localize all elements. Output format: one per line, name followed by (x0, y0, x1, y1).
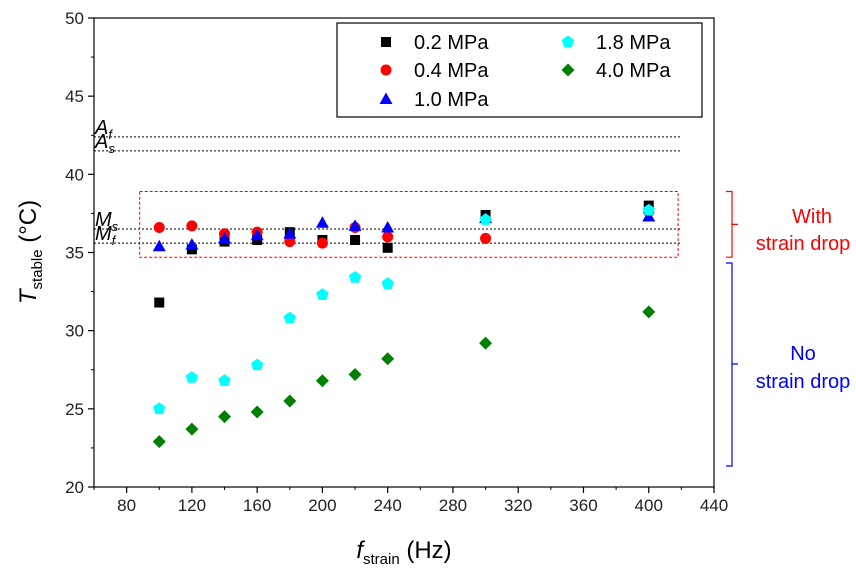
no-strain-drop-line2: strain drop (756, 371, 851, 393)
data-point (381, 352, 395, 366)
data-point (283, 311, 296, 324)
data-point (316, 288, 329, 300)
legend-label: 0.4 MPa (414, 60, 489, 82)
x-tick-label: 160 (243, 496, 271, 515)
data-point (251, 358, 264, 371)
x-tick-label: 320 (504, 496, 532, 515)
with-strain-drop-bracket (726, 190, 738, 258)
y-tick-label: 35 (65, 244, 84, 263)
legend: 0.2 MPa 0.4 MPa 1.0 MPa 1.8 MPa 4.0 MPa (336, 22, 703, 118)
data-point (480, 232, 492, 244)
data-point (283, 227, 297, 239)
data-point (382, 242, 393, 253)
y-tick-label: 30 (65, 322, 84, 341)
data-point (381, 220, 395, 233)
annotation-boxes: With strain drop No strain drop (139, 190, 851, 467)
axis-titles: fstrain (Hz) Tstable (°C) (15, 200, 452, 568)
data-point (152, 435, 166, 449)
x-tick-label: 400 (635, 496, 663, 515)
data-point (153, 402, 166, 415)
legend-label: 1.0 MPa (414, 89, 489, 111)
legend-marker (561, 63, 575, 77)
x-tick-label: 200 (308, 496, 336, 515)
x-tick-label: 80 (117, 496, 136, 515)
y-tick-label: 40 (65, 165, 84, 184)
legend-label: 1.8 MPa (596, 32, 671, 54)
y-tick-label: 45 (65, 87, 84, 106)
data-point (218, 231, 232, 244)
data-point (154, 297, 165, 308)
legend-marker (379, 92, 393, 104)
reference-label: Af (94, 117, 113, 142)
y-axis-title: Tstable (°C) (15, 200, 46, 304)
data-point (348, 271, 362, 283)
legend-label: 4.0 MPa (596, 60, 671, 82)
data-point (218, 374, 231, 386)
legend-marker (380, 64, 392, 76)
data-point (185, 238, 199, 250)
legend-label: 0.2 MPa (414, 32, 489, 54)
with-strain-drop-line1: With (792, 206, 832, 228)
data-point (185, 371, 199, 383)
data-point (152, 239, 166, 252)
data-point (250, 228, 264, 241)
data-point (250, 405, 264, 419)
legend-marker (381, 37, 391, 47)
data-point (381, 277, 394, 289)
with-strain-drop-line2: strain drop (756, 233, 851, 255)
x-tick-label: 280 (439, 496, 467, 515)
x-tick-label: 360 (569, 496, 597, 515)
data-point (185, 422, 199, 436)
reference-label: Mf (95, 223, 117, 248)
x-axis-title: fstrain (Hz) (356, 537, 451, 568)
data-point (382, 231, 394, 243)
data-point (186, 220, 198, 232)
data-point (479, 336, 493, 350)
data-point (218, 410, 232, 424)
data-point (348, 219, 362, 231)
data-point (350, 234, 361, 245)
data-point (284, 236, 296, 248)
reference-label: As (94, 131, 115, 156)
x-tick-label: 240 (373, 496, 401, 515)
x-tick-label: 120 (178, 496, 206, 515)
axes: 80 120 160 200 240 280 320 360 400 440 20 25 30 35 40 4… (65, 9, 728, 515)
data-points (152, 200, 656, 449)
no-strain-drop-bracket (726, 262, 738, 467)
data-point (642, 203, 655, 216)
legend-marker (561, 35, 575, 48)
data-point (283, 394, 297, 408)
data-point (315, 216, 329, 228)
data-point (153, 221, 165, 233)
data-point (316, 237, 328, 249)
y-tick-label: 50 (65, 9, 84, 28)
y-tick-label: 20 (65, 478, 84, 497)
data-point (642, 210, 656, 222)
no-strain-drop-line1: No (790, 343, 816, 365)
data-point (642, 305, 656, 319)
x-tick-label: 440 (700, 496, 728, 515)
legend-box (336, 22, 703, 118)
y-tick-label: 25 (65, 400, 84, 419)
data-point (348, 367, 362, 381)
with-strain-drop-box (139, 191, 679, 258)
data-point (315, 374, 329, 388)
data-point (479, 213, 492, 225)
reference-label: Ms (95, 209, 119, 234)
